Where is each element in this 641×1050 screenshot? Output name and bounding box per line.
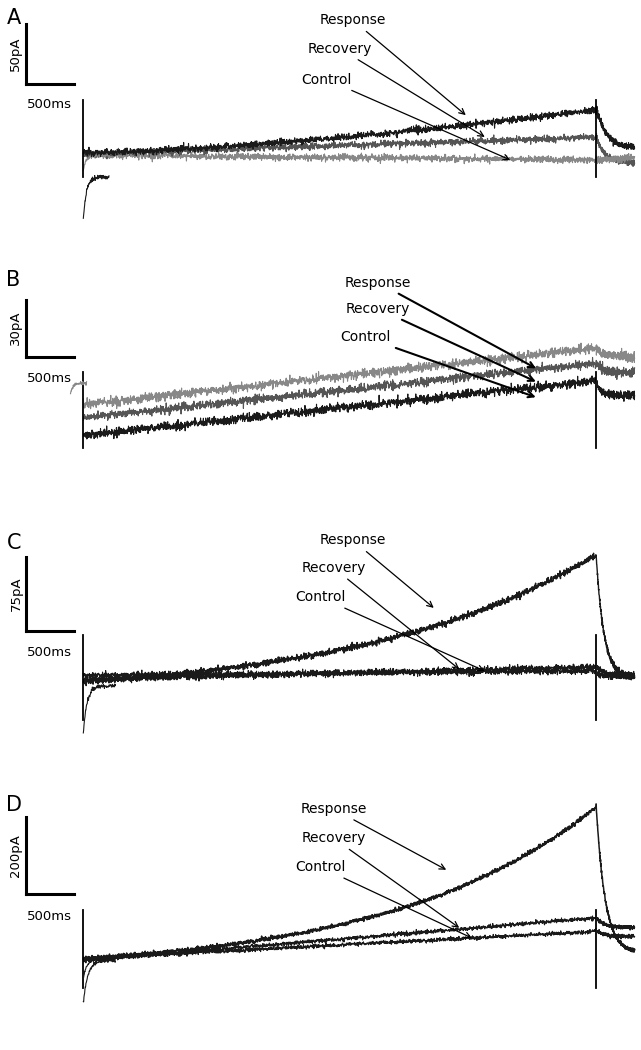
Text: Response: Response [345,275,534,368]
Text: Recovery: Recovery [301,561,458,669]
Text: 200pA: 200pA [10,834,22,877]
Text: Control: Control [296,860,470,938]
Text: B: B [6,270,21,291]
Text: D: D [6,796,22,816]
Text: Control: Control [340,331,533,397]
Text: Control: Control [302,72,509,160]
Text: C: C [6,533,21,553]
Text: 500ms: 500ms [27,98,72,111]
Text: 50pA: 50pA [10,37,22,71]
Text: Recovery: Recovery [301,831,458,927]
Text: 75pA: 75pA [10,576,22,611]
Text: 500ms: 500ms [27,910,72,923]
Text: Response: Response [319,13,465,114]
Text: Recovery: Recovery [308,42,483,136]
Text: 30pA: 30pA [10,311,22,345]
Text: Response: Response [300,802,445,869]
Text: 500ms: 500ms [27,646,72,658]
Text: A: A [6,7,21,28]
Text: Recovery: Recovery [346,301,534,381]
Text: Response: Response [319,533,433,607]
Text: 500ms: 500ms [27,372,72,385]
Text: Control: Control [296,590,483,671]
